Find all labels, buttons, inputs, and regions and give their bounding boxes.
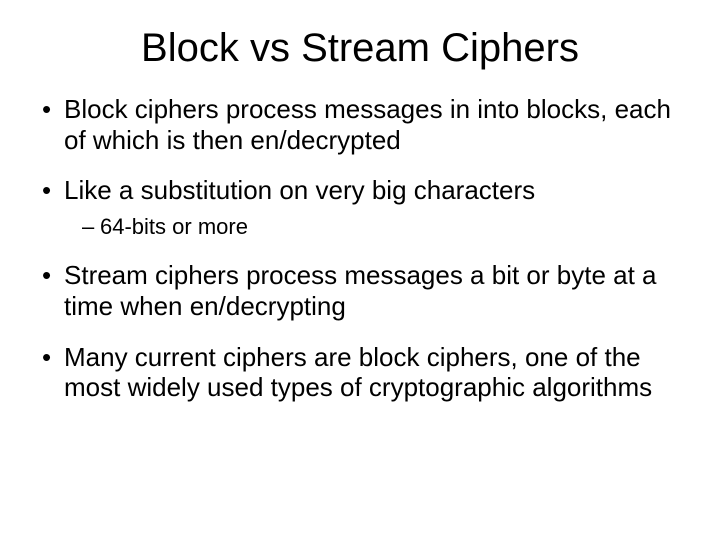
slide: Block vs Stream Ciphers Block ciphers pr… (0, 0, 720, 540)
list-item: Many current ciphers are block ciphers, … (40, 342, 684, 403)
bullet-text: Block ciphers process messages in into b… (64, 94, 671, 155)
list-item: Stream ciphers process messages a bit or… (40, 260, 684, 321)
bullet-text: Stream ciphers process messages a bit or… (64, 260, 657, 321)
list-item: Like a substitution on very big characte… (40, 175, 684, 240)
sub-bullet-list: 64-bits or more (64, 214, 684, 240)
sub-list-item: 64-bits or more (82, 214, 684, 240)
bullet-text: Many current ciphers are block ciphers, … (64, 342, 652, 403)
bullet-list: Block ciphers process messages in into b… (36, 94, 684, 403)
list-item: Block ciphers process messages in into b… (40, 94, 684, 155)
bullet-text: Like a substitution on very big characte… (64, 175, 535, 205)
slide-title: Block vs Stream Ciphers (36, 26, 684, 70)
sub-bullet-text: 64-bits or more (100, 214, 248, 239)
